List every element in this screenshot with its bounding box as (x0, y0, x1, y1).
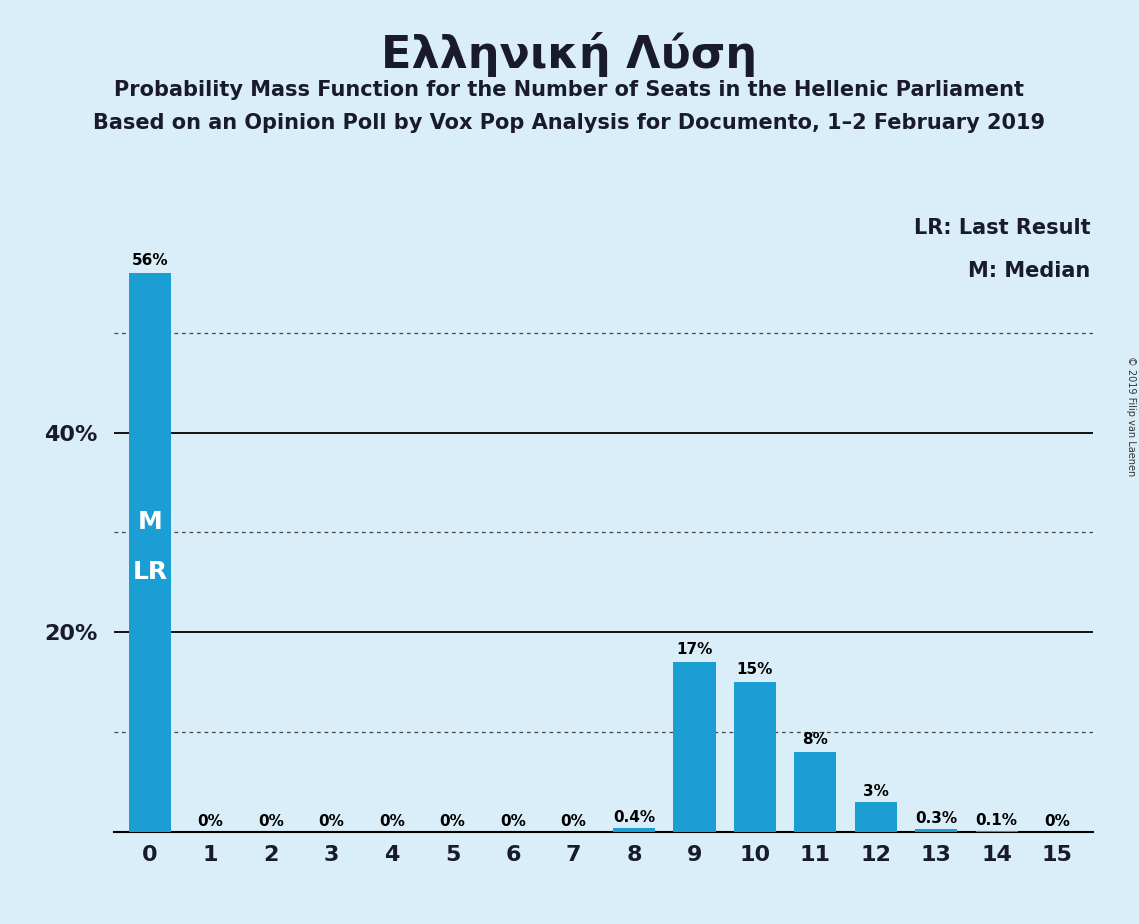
Bar (794, 752, 836, 832)
Text: Based on an Opinion Poll by Vox Pop Analysis for Documento, 1–2 February 2019: Based on an Opinion Poll by Vox Pop Anal… (93, 113, 1046, 133)
Bar (613, 828, 655, 832)
Bar (975, 831, 1018, 832)
Text: 3%: 3% (863, 784, 888, 798)
Text: M: M (138, 510, 163, 534)
Text: Ελληνική Λύση: Ελληνική Λύση (382, 32, 757, 78)
Text: LR: LR (132, 560, 167, 584)
Bar (854, 802, 896, 832)
Text: M: Median: M: Median (968, 261, 1090, 281)
Text: Probability Mass Function for the Number of Seats in the Hellenic Parliament: Probability Mass Function for the Number… (115, 80, 1024, 101)
Text: 17%: 17% (677, 642, 713, 657)
Text: 0%: 0% (198, 814, 223, 829)
Text: 15%: 15% (737, 662, 773, 677)
Text: 0.4%: 0.4% (613, 809, 655, 824)
Text: 0%: 0% (1044, 814, 1071, 829)
Text: 8%: 8% (802, 732, 828, 747)
Text: 0.3%: 0.3% (915, 810, 957, 826)
Bar (734, 682, 776, 832)
Text: 0%: 0% (560, 814, 587, 829)
Text: 0%: 0% (500, 814, 526, 829)
Text: 56%: 56% (132, 253, 169, 268)
Text: 0.1%: 0.1% (976, 812, 1017, 828)
Text: LR: Last Result: LR: Last Result (913, 218, 1090, 238)
Text: 0%: 0% (379, 814, 405, 829)
Text: 0%: 0% (440, 814, 466, 829)
Text: 0%: 0% (319, 814, 344, 829)
Bar (129, 274, 171, 832)
Bar (915, 829, 958, 832)
Bar (673, 663, 715, 832)
Text: 0%: 0% (259, 814, 284, 829)
Text: © 2019 Filip van Laenen: © 2019 Filip van Laenen (1126, 356, 1136, 476)
